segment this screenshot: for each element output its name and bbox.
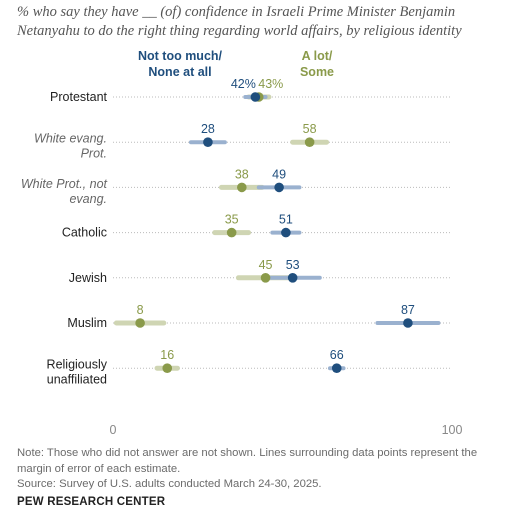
data-label-not-too-much: 87: [401, 303, 415, 317]
dot-not-too-much: [281, 227, 291, 238]
category-label: Prot.: [81, 147, 107, 161]
data-label-not-too-much: 28: [201, 122, 215, 136]
category-label: evang.: [69, 192, 107, 206]
note-text: Note: Those who did not answer are not s…: [17, 447, 478, 475]
chart-note: Note: Those who did not answer are not s…: [17, 446, 505, 493]
category-label: Religiously: [47, 358, 108, 372]
dot-a-lot: [135, 318, 145, 328]
category-label: Protestant: [50, 90, 108, 104]
data-label-a-lot: 8: [137, 303, 144, 317]
dot-not-too-much: [331, 363, 342, 374]
category-label: Jewish: [69, 271, 107, 285]
legend-not-too-much-line2: None at all: [148, 65, 211, 79]
dot-a-lot: [226, 227, 237, 238]
data-label-a-lot: 16: [160, 348, 174, 362]
legend-a-lot-line1: A lot/: [302, 49, 333, 63]
dot-a-lot: [237, 182, 247, 193]
chart-subtitle: % who say they have __ (of) confidence i…: [17, 4, 462, 39]
data-label-not-too-much: 49: [272, 167, 286, 181]
dot-not-too-much: [274, 182, 284, 193]
dot-a-lot: [162, 363, 173, 374]
data-label-not-too-much: 51: [279, 213, 293, 227]
legend-a-lot-line2: Some: [300, 65, 334, 79]
category-label: unaffiliated: [47, 373, 107, 387]
legend-not-too-much-line1: Not too much/: [138, 49, 223, 63]
category-label: Catholic: [62, 226, 107, 240]
dot-not-too-much: [203, 137, 213, 147]
data-label-not-too-much: 66: [330, 348, 344, 362]
dot-not-too-much: [287, 273, 298, 283]
dot-not-too-much: [250, 92, 261, 102]
dot-not-too-much: [403, 318, 413, 328]
brand-logo-text: PEW RESEARCH CENTER: [17, 496, 166, 508]
data-label-not-too-much: 53: [286, 258, 300, 272]
dot-a-lot: [304, 137, 315, 147]
dot-chart: Not too much/None at all A lot/Some Protes…: [21, 49, 463, 437]
data-label-a-lot: 38: [235, 167, 249, 181]
category-label: White evang.: [34, 132, 107, 146]
x-tick-label: 0: [110, 423, 117, 437]
category-label: Muslim: [67, 316, 107, 330]
source-text: Source: Survey of U.S. adults conducted …: [17, 478, 322, 490]
data-label-not-too-much: 42%: [231, 77, 256, 91]
data-label-a-lot: 35: [225, 213, 239, 227]
data-label-a-lot: 58: [303, 122, 317, 136]
dot-a-lot: [260, 273, 271, 283]
category-label: White Prot., not: [21, 177, 108, 191]
x-tick-label: 100: [442, 423, 463, 437]
data-label-a-lot: 45: [259, 258, 273, 272]
data-label-a-lot: 43%: [258, 77, 283, 91]
